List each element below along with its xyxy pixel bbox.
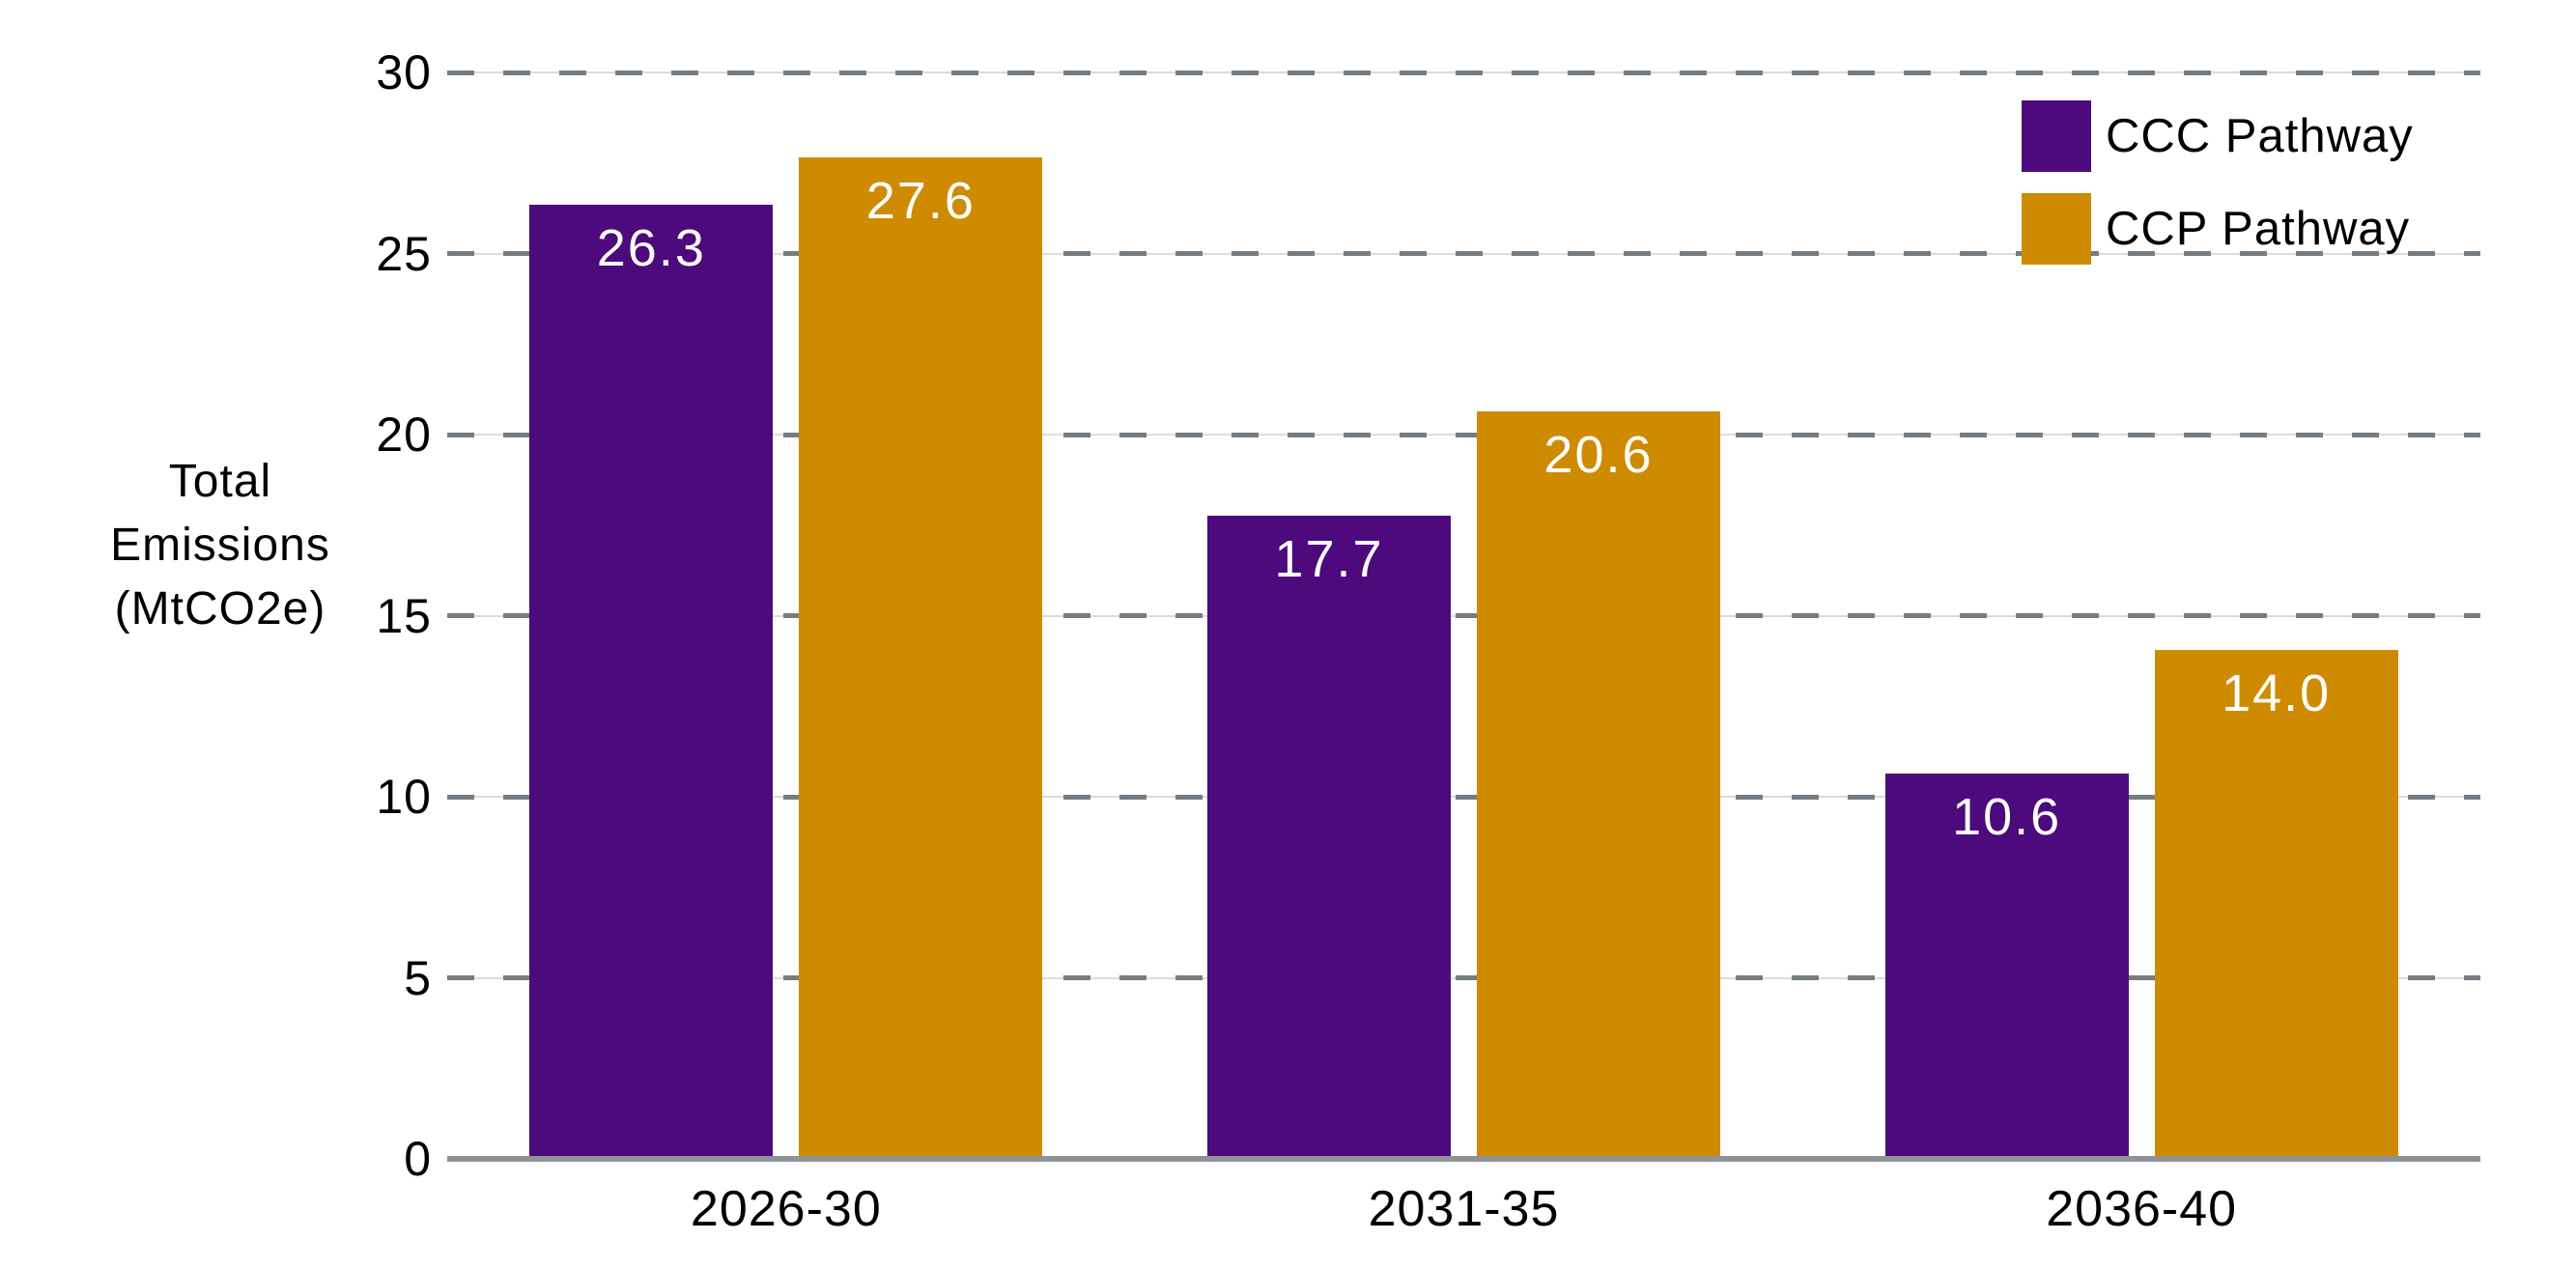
bar-ccp-pathway-2036-40: 14.0: [2154, 650, 2398, 1157]
y-tick-label-10: 10: [376, 770, 432, 824]
x-axis-line: [447, 1156, 2480, 1162]
bar-value-label: 20.6: [1543, 425, 1654, 484]
bar-group-2026-30: 26.3 27.6: [447, 0, 1125, 1268]
bar-value-label: 26.3: [596, 218, 706, 277]
bar-ccc-pathway-2031-35: 17.7: [1206, 516, 1451, 1157]
x-tick-label-2031-35: 2031-35: [1368, 1181, 1560, 1237]
y-tick-label-0: 0: [404, 1132, 432, 1186]
y-axis-title-line: Total: [168, 456, 272, 507]
legend: CCC Pathway CCP Pathway: [2022, 100, 2414, 265]
y-tick-label-30: 30: [376, 45, 432, 99]
gridline-25: [447, 251, 2480, 256]
legend-item-ccp-pathway: CCP Pathway: [2022, 193, 2414, 265]
legend-item-ccc-pathway: CCC Pathway: [2022, 100, 2414, 172]
bar-value-label: 17.7: [1274, 530, 1384, 589]
bar-ccp-pathway-2026-30: 27.6: [799, 157, 1043, 1157]
gridline-15: [447, 613, 2480, 618]
x-tick-label-2026-30: 2026-30: [690, 1181, 882, 1237]
bar-ccc-pathway-2026-30: 26.3: [529, 204, 774, 1157]
gridline-10: [447, 794, 2480, 800]
y-axis-title-line: Emissions: [110, 520, 330, 571]
bar-ccc-pathway-2036-40: 10.6: [1884, 773, 2129, 1157]
legend-swatch-ccc-pathway: [2022, 100, 2091, 172]
y-tick-label-5: 5: [404, 950, 432, 1005]
bar-group-2031-35: 17.7 20.6: [1125, 0, 1803, 1268]
gridline-5: [447, 975, 2480, 980]
gridline-30: [447, 70, 2480, 75]
bar-value-label: 14.0: [2222, 664, 2332, 722]
legend-swatch-ccp-pathway: [2022, 193, 2091, 265]
legend-label-ccc-pathway: CCC Pathway: [2106, 110, 2414, 162]
legend-label-ccp-pathway: CCP Pathway: [2106, 203, 2411, 255]
bar-value-label: 27.6: [865, 172, 976, 230]
x-tick-label-2036-40: 2036-40: [2046, 1181, 2238, 1237]
gridline-20: [447, 432, 2480, 437]
bar-ccp-pathway-2031-35: 20.6: [1476, 410, 1720, 1157]
y-tick-label-20: 20: [376, 408, 432, 462]
plot-area: 26.3 27.6 17.7 20.6 10.6 14.0 2026-30 2031-35 2…: [447, 0, 2480, 1268]
y-tick-label-25: 25: [376, 226, 432, 281]
bar-group-2036-40: 10.6 14.0: [1802, 0, 2480, 1268]
bar-value-label: 10.6: [1952, 787, 2062, 846]
y-axis-title: Total Emissions (MtCO2e): [56, 450, 384, 641]
y-axis-title-line: (MtCO2e): [114, 583, 326, 634]
y-tick-label-15: 15: [376, 588, 432, 643]
